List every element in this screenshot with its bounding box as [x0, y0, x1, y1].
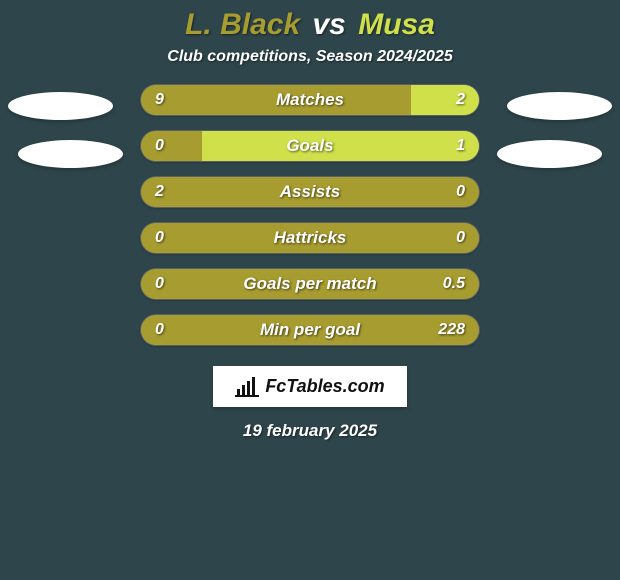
stat-label: Assists [141, 177, 479, 207]
stat-bar: 01Goals [140, 130, 480, 162]
brand-chart-icon [235, 377, 259, 397]
bars-section: 92Matches 01Goals 20Assists 00Hattricks 00.5… [0, 84, 620, 360]
stat-bar: 92Matches [140, 84, 480, 116]
vs-text: vs [313, 8, 346, 41]
stat-label: Goals [141, 131, 479, 161]
brand-badge: FcTables.com [213, 366, 406, 407]
date-line: 19 february 2025 [243, 421, 377, 441]
player1-name: L. Black [185, 8, 300, 41]
stat-bar: 0228Min per goal [140, 314, 480, 346]
stat-label: Min per goal [141, 315, 479, 345]
team-placeholder-oval [18, 140, 123, 168]
stat-bar: 00.5Goals per match [140, 268, 480, 300]
comparison-infographic: L. Black vs Musa Club competitions, Seas… [0, 0, 620, 580]
subtitle: Club competitions, Season 2024/2025 [167, 48, 452, 66]
stat-label: Hattricks [141, 223, 479, 253]
team-placeholder-oval [497, 140, 602, 168]
stat-label: Goals per match [141, 269, 479, 299]
stat-label: Matches [141, 85, 479, 115]
player2-name: Musa [358, 8, 435, 41]
stat-bar: 00Hattricks [140, 222, 480, 254]
team-placeholder-oval [8, 92, 113, 120]
stat-bar: 20Assists [140, 176, 480, 208]
team-placeholder-oval [507, 92, 612, 120]
brand-text: FcTables.com [265, 376, 384, 397]
page-title: L. Black vs Musa [185, 8, 435, 42]
